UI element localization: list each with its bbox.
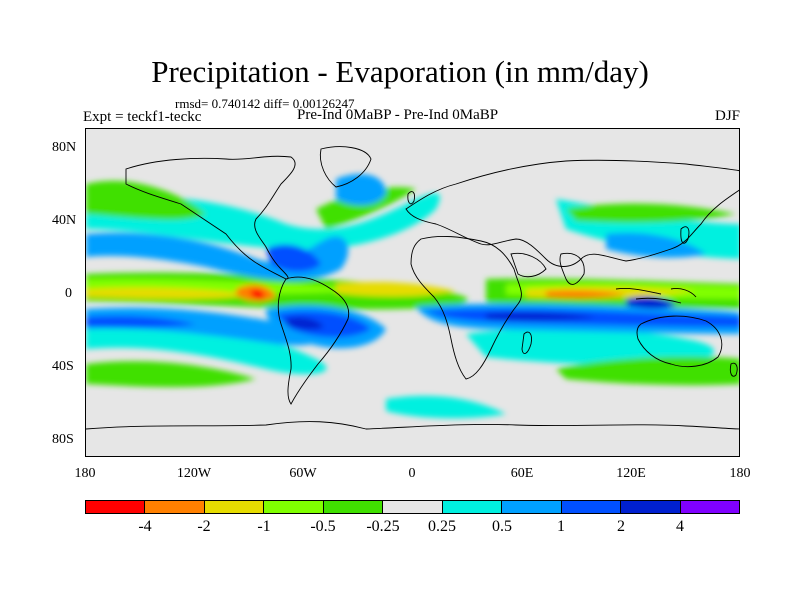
field-patch [566, 203, 736, 223]
coastline-antarctica [86, 421, 739, 430]
field-patch [250, 289, 265, 300]
coastline-japan [680, 226, 690, 244]
field-patch [86, 180, 206, 220]
lon-label-0: 0 [408, 466, 416, 481]
map-panel [85, 128, 740, 457]
field-patch [336, 174, 386, 206]
colorbar-label: -4 [138, 518, 152, 535]
coastlines [86, 146, 739, 430]
coastline-south-america [277, 276, 350, 405]
colorbar-label: -1 [257, 518, 271, 535]
colorbar-label: -0.25 [366, 518, 400, 535]
colorbar-box [502, 501, 562, 513]
lat-label-80s: 80S [52, 432, 74, 447]
comparison-label: Pre-Ind 0MaBP - Pre-Ind 0MaBP [297, 107, 499, 123]
colorbar-label: -0.5 [310, 518, 336, 535]
field-patch [486, 312, 596, 321]
colorbar-label: 0.25 [428, 518, 456, 535]
colorbar-label: 0.5 [492, 518, 512, 535]
field-patch [86, 320, 327, 375]
lat-label-0: 0 [65, 286, 72, 301]
coastline-australia [636, 315, 723, 368]
experiment-label: Expt = teckf1-teckc [83, 109, 202, 125]
colorbar-box [204, 501, 265, 513]
field-patch [86, 287, 256, 299]
field-patch [286, 317, 324, 330]
colorbar-label: 1 [557, 518, 565, 535]
pe-field-layer [86, 174, 739, 419]
colorbar [85, 500, 740, 514]
coastline-india [559, 252, 585, 285]
field-patch [266, 244, 321, 272]
map-field-svg [86, 146, 739, 430]
field-patch [86, 361, 256, 388]
coastline-uk [407, 191, 415, 205]
field-patch [386, 395, 506, 419]
colorbar-box [561, 501, 622, 513]
lon-label-120e: 120E [616, 466, 646, 481]
lon-label-180e: 180 [729, 466, 751, 481]
field-patch [546, 290, 626, 299]
colorbar-box [323, 501, 384, 513]
lon-label-120w: 120W [176, 466, 212, 481]
field-patch [316, 187, 416, 229]
map-title: Precipitation - Evaporation (in mm/day) [151, 54, 649, 89]
field-patch [556, 356, 739, 386]
coastline-africa [410, 235, 522, 380]
colorbar-label: -2 [197, 518, 211, 535]
colorbar-box [680, 501, 739, 513]
coastline-madagascar [521, 331, 532, 355]
coastline-indonesia [615, 288, 697, 304]
colorbar-box [442, 501, 503, 513]
lat-label-40n: 40N [52, 213, 77, 228]
field-patch [606, 232, 706, 258]
stats-text: rmsd= 0.740142 diff= 0.00126247 [175, 96, 355, 111]
season-label: DJF [714, 108, 740, 124]
lon-label-180w: 180 [74, 466, 96, 481]
colorbar-box [264, 501, 324, 513]
colorbar-box [621, 501, 681, 513]
coastline-north-america [125, 155, 296, 280]
colorbar-label: 4 [676, 518, 684, 535]
coastline-eurasia [405, 159, 739, 267]
lat-label-80n: 80N [52, 140, 77, 155]
coastline-arabia [510, 252, 547, 278]
coastline-new-zealand [729, 362, 738, 377]
field-patch [336, 281, 456, 297]
lon-label-60e: 60E [510, 466, 534, 481]
coastline-greenland [319, 146, 372, 188]
colorbar-box [383, 501, 443, 513]
field-patch [86, 315, 196, 328]
colorbar-box [86, 501, 146, 513]
lat-label-40s: 40S [52, 359, 74, 374]
colorbar-label: 2 [617, 518, 625, 535]
colorbar-box [145, 501, 205, 513]
lon-label-60w: 60W [289, 466, 317, 481]
